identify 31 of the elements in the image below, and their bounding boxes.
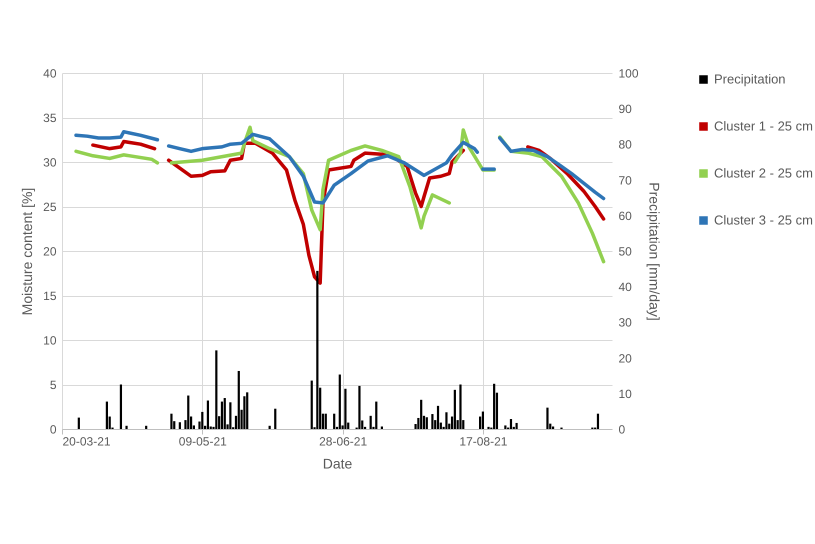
x-tick-label: 09-05-21	[178, 434, 228, 448]
y-tick-label: 5	[50, 378, 57, 392]
x-axis-title: Date	[322, 456, 352, 472]
y2-tick-label: 0	[618, 422, 626, 436]
y2-tick-label: 100	[618, 66, 639, 80]
y-tick-label: 40	[43, 66, 57, 80]
y2-tick-label: 70	[618, 173, 632, 188]
y2-tick-label: 60	[618, 208, 632, 223]
legend-label: Cluster 2 - 25 cm	[714, 166, 813, 180]
legend-label: Cluster 1 - 25 cm	[714, 118, 813, 134]
x-tick-label: 17-08-21	[459, 434, 508, 448]
y2-axis-title: Precipitation [mm/day]	[646, 182, 663, 321]
y2-tick-label: 50	[618, 244, 632, 258]
y2-tick-label: 90	[618, 102, 632, 116]
y-tick-label: 15	[43, 289, 57, 303]
y-axis-title: Moisture content [%]	[19, 188, 36, 316]
y-tick-label: 10	[43, 334, 57, 348]
y-tick-label: 0	[50, 422, 57, 436]
legend-label: Precipitation	[714, 72, 786, 86]
y-tick-label: 25	[43, 200, 57, 214]
legend-label: Cluster 3 - 25 cm	[714, 212, 813, 228]
y-tick-label: 35	[43, 111, 57, 125]
y2-tick-label: 80	[618, 138, 632, 152]
x-tick-label: 28-06-21	[319, 434, 368, 448]
y2-tick-label: 20	[618, 351, 632, 366]
y2-tick-label: 40	[618, 280, 632, 294]
y2-tick-label: 30	[618, 316, 632, 330]
x-tick-label: 20-03-21	[62, 434, 111, 448]
y2-tick-label: 10	[618, 386, 632, 401]
y-tick-label: 30	[43, 156, 57, 170]
y-tick-label: 20	[43, 244, 57, 258]
